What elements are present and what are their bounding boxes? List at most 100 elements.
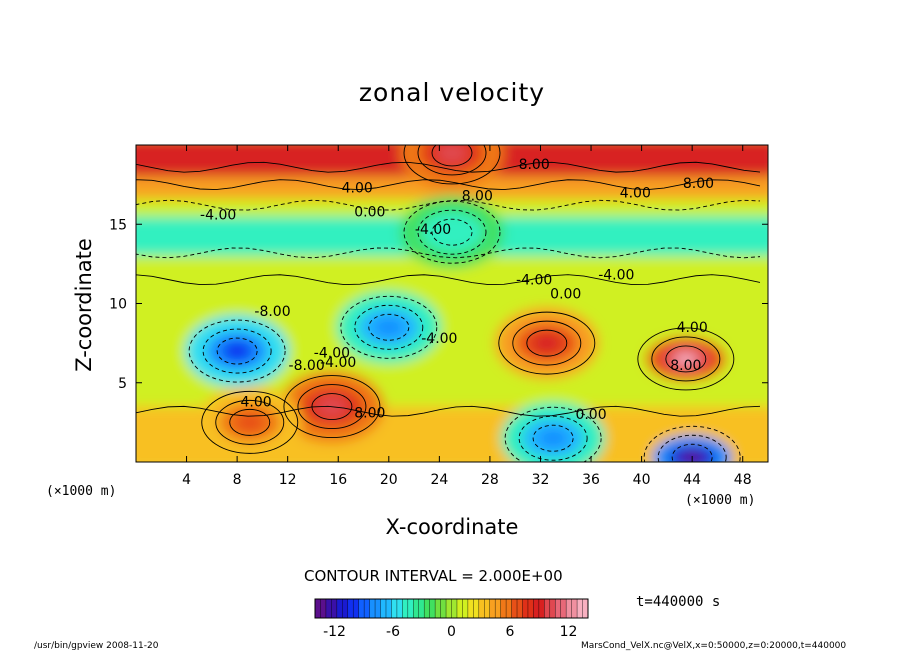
colorbar-swatch (424, 599, 436, 618)
contour-lines (136, 145, 761, 462)
x-tick-label: 16 (329, 472, 347, 488)
contour-line (526, 329, 568, 357)
contour-line (498, 311, 596, 375)
contour-line (283, 375, 381, 438)
colorbar-swatch (315, 599, 327, 618)
time-label: t=440000 s (636, 594, 721, 610)
contour-label: 4.00 (240, 395, 271, 411)
y-axis-label: Z-coordinate (72, 238, 96, 372)
contour-label: -4.00 (516, 272, 552, 288)
contour-line (532, 424, 574, 452)
x-tick-label: 12 (279, 472, 297, 488)
colorbar-swatch (467, 599, 480, 618)
contour-label: 8.00 (670, 358, 701, 374)
contour-line (403, 145, 501, 185)
contour-line (136, 199, 761, 211)
x-tick-label: 44 (683, 472, 701, 488)
contour-line (136, 274, 761, 286)
heatmap-field (136, 145, 768, 462)
contour-labels: 8.004.00-8.004.000.00-4.008.00-4.008.00-… (200, 157, 714, 423)
contour-label: -4.00 (421, 331, 457, 347)
contour-line (665, 345, 707, 373)
colorbar-swatch (413, 599, 425, 618)
colorbar-tick-label: 12 (560, 624, 578, 640)
colorbar-swatch (577, 599, 589, 618)
colorbar-tick-label: -12 (323, 624, 346, 640)
colorbar-swatch (347, 599, 360, 618)
contour-line (136, 405, 761, 417)
colorbar-swatch (391, 599, 403, 618)
contour-line (188, 319, 286, 383)
x-tick-label: 8 (233, 472, 242, 488)
contour-label: -4.00 (200, 207, 236, 223)
colorbar-swatch (336, 599, 349, 618)
contour-label: 8.00 (354, 406, 385, 422)
chart-title: zonal velocity (358, 78, 546, 107)
colorbar-swatch (380, 599, 392, 618)
colorbar-tick-label: -6 (386, 624, 400, 640)
x-tick-label: 40 (633, 472, 651, 488)
colorbar-swatch (478, 599, 491, 618)
contour-label: 0.00 (575, 407, 606, 423)
contour-interval-label: CONTOUR INTERVAL = 2.000E+00 (304, 567, 563, 585)
heatmap-core (234, 412, 266, 433)
contour-line (354, 304, 424, 350)
x-unit-label: (×1000 m) (685, 493, 756, 508)
contour-label: -4.00 (598, 268, 634, 284)
heatmap-core (436, 222, 468, 243)
contour-line (651, 336, 721, 382)
contour-label: -4.00 (415, 222, 451, 238)
x-tick-label: 36 (582, 472, 600, 488)
contour-label: 0.00 (550, 287, 581, 303)
contour-label: -8.00 (289, 358, 325, 374)
colorbar-swatch (533, 599, 545, 618)
x-tick-label: 32 (532, 472, 550, 488)
heatmap-core (221, 340, 253, 362)
contour-line (136, 247, 761, 259)
contour-line (657, 434, 727, 462)
colorbar-swatch (489, 599, 502, 618)
contour-line (297, 384, 367, 429)
colorbar-swatch (544, 599, 556, 618)
contour-line (504, 406, 602, 462)
contour-label: -4.00 (314, 345, 350, 361)
contour-line (136, 161, 761, 173)
y-tick-label: 5 (118, 376, 127, 392)
heatmap-blur-group (136, 145, 768, 462)
y-tick-label: 15 (109, 217, 127, 233)
x-tick-label: 20 (380, 472, 398, 488)
contour-line (643, 425, 741, 462)
x-axis-label: X-coordinate (385, 515, 519, 539)
contour-label: 4.00 (620, 185, 651, 201)
colorbar-swatch (369, 599, 382, 618)
colorbar-swatch (522, 599, 534, 618)
contour-line (136, 179, 761, 191)
y-unit-label: (×1000 m) (46, 484, 117, 499)
colorbar-swatch (500, 599, 513, 618)
footer-right: MarsCond_VelX.nc@VelX,x=0:50000,z=0:2000… (581, 641, 847, 651)
colorbar-swatch (402, 599, 414, 618)
contour-label: 4.00 (342, 181, 373, 197)
heatmap-core (673, 352, 698, 366)
contour-line (201, 390, 299, 454)
x-tick-label: 48 (734, 472, 752, 488)
colorbar-swatch (358, 599, 371, 618)
contour-line (512, 320, 582, 366)
contour-line (403, 200, 501, 264)
contour-line (216, 337, 258, 365)
colorbar-swatch (325, 599, 338, 618)
colorbar-swatch (511, 599, 523, 618)
colorbar-swatch (435, 599, 447, 618)
colorbar-swatch (555, 599, 567, 618)
colorbar-tick-label: 6 (506, 624, 515, 640)
contour-label: -4.00 (320, 355, 356, 371)
contour-line (518, 415, 588, 461)
contour-label: 8.00 (462, 188, 493, 204)
footer-left: /usr/bin/gpview 2008-11-20 (34, 641, 159, 651)
contour-label: 0.00 (354, 204, 385, 220)
contour-line (431, 145, 473, 167)
contour-label: 8.00 (683, 176, 714, 192)
